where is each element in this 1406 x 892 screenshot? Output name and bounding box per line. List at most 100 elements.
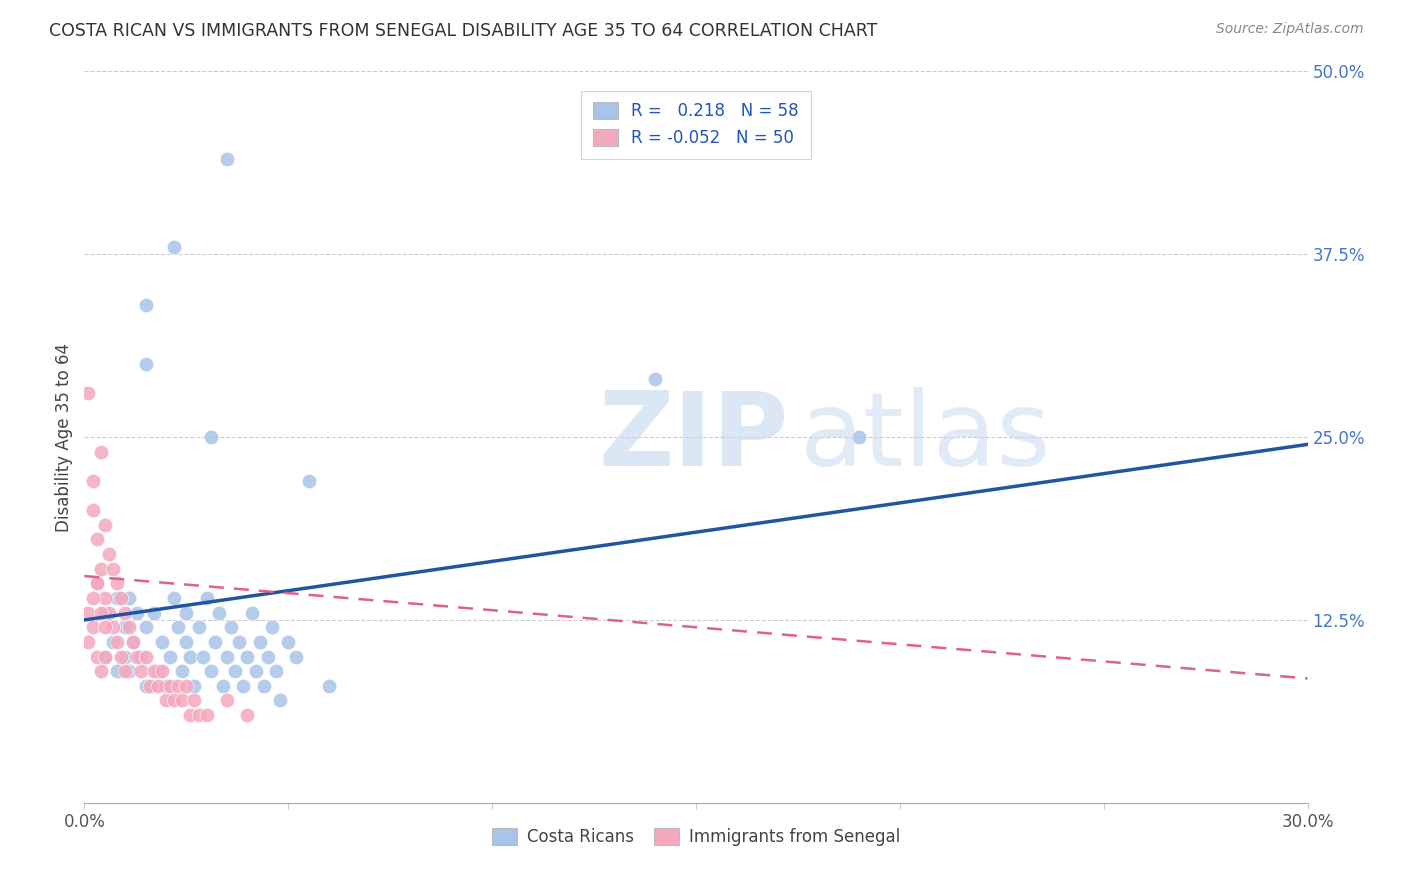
Point xyxy=(105,635,128,649)
Point xyxy=(155,679,177,693)
Point xyxy=(122,635,145,649)
Point xyxy=(142,664,165,678)
Point xyxy=(318,679,340,693)
Point xyxy=(86,533,108,547)
Point xyxy=(277,635,299,649)
Point xyxy=(114,620,136,634)
Point xyxy=(183,679,205,693)
Point xyxy=(138,679,160,693)
Point xyxy=(131,664,153,678)
Text: atlas: atlas xyxy=(800,386,1052,488)
Point xyxy=(212,679,235,693)
Point xyxy=(114,606,136,620)
Point xyxy=(187,620,209,634)
Point xyxy=(172,664,194,678)
Point xyxy=(269,693,291,707)
Point xyxy=(93,517,115,532)
Point xyxy=(208,606,231,620)
Point xyxy=(163,591,186,605)
Point xyxy=(86,649,108,664)
Y-axis label: Disability Age 35 to 64: Disability Age 35 to 64 xyxy=(55,343,73,532)
Point xyxy=(90,664,112,678)
Point xyxy=(183,693,205,707)
Point xyxy=(131,649,153,664)
Point xyxy=(257,649,280,664)
Point xyxy=(848,430,870,444)
Point xyxy=(146,679,169,693)
Point xyxy=(240,606,263,620)
Point xyxy=(236,708,259,723)
Point xyxy=(179,708,201,723)
Point xyxy=(155,693,177,707)
Point xyxy=(86,576,108,591)
Point xyxy=(245,664,267,678)
Point xyxy=(82,503,104,517)
Point xyxy=(163,693,186,707)
Point xyxy=(135,357,157,371)
Point xyxy=(253,679,276,693)
Point xyxy=(82,591,104,605)
Point xyxy=(93,591,115,605)
Point xyxy=(224,664,246,678)
Point xyxy=(101,635,124,649)
Point xyxy=(146,664,169,678)
Text: COSTA RICAN VS IMMIGRANTS FROM SENEGAL DISABILITY AGE 35 TO 64 CORRELATION CHART: COSTA RICAN VS IMMIGRANTS FROM SENEGAL D… xyxy=(49,22,877,40)
Point xyxy=(264,664,287,678)
Point xyxy=(249,635,271,649)
Point xyxy=(93,606,115,620)
Point xyxy=(228,635,250,649)
Point xyxy=(135,298,157,312)
Point xyxy=(159,679,181,693)
Point xyxy=(114,649,136,664)
Point xyxy=(187,708,209,723)
Point xyxy=(86,576,108,591)
Point xyxy=(285,649,308,664)
Point xyxy=(77,635,100,649)
Point xyxy=(90,444,112,458)
Point xyxy=(77,606,100,620)
Point xyxy=(159,649,181,664)
Point xyxy=(135,649,157,664)
Point xyxy=(174,679,197,693)
Point xyxy=(204,635,226,649)
Point xyxy=(179,649,201,664)
Point xyxy=(105,664,128,678)
Point xyxy=(142,606,165,620)
Point xyxy=(118,664,141,678)
Point xyxy=(127,606,149,620)
Point xyxy=(110,591,132,605)
Point xyxy=(110,649,132,664)
Point xyxy=(174,635,197,649)
Point xyxy=(200,430,222,444)
Point xyxy=(219,620,242,634)
Legend: Costa Ricans, Immigrants from Senegal: Costa Ricans, Immigrants from Senegal xyxy=(485,822,907,853)
Point xyxy=(195,708,218,723)
Point xyxy=(93,649,115,664)
Point xyxy=(163,240,186,254)
Point xyxy=(195,591,218,605)
Point xyxy=(97,606,120,620)
Point xyxy=(93,620,115,634)
Point xyxy=(82,620,104,634)
Point xyxy=(90,606,112,620)
Point xyxy=(172,693,194,707)
Point xyxy=(101,562,124,576)
Point xyxy=(217,693,239,707)
Point xyxy=(232,679,254,693)
Point xyxy=(150,664,173,678)
Point xyxy=(167,679,190,693)
Point xyxy=(191,649,214,664)
Point xyxy=(644,371,666,385)
Text: Source: ZipAtlas.com: Source: ZipAtlas.com xyxy=(1216,22,1364,37)
Point xyxy=(135,679,157,693)
Point xyxy=(101,620,124,634)
Point xyxy=(135,620,157,634)
Point xyxy=(122,635,145,649)
Point xyxy=(105,591,128,605)
Point xyxy=(260,620,283,634)
Point xyxy=(118,591,141,605)
Point xyxy=(114,664,136,678)
Point xyxy=(90,562,112,576)
Point xyxy=(82,474,104,488)
Point xyxy=(97,547,120,561)
